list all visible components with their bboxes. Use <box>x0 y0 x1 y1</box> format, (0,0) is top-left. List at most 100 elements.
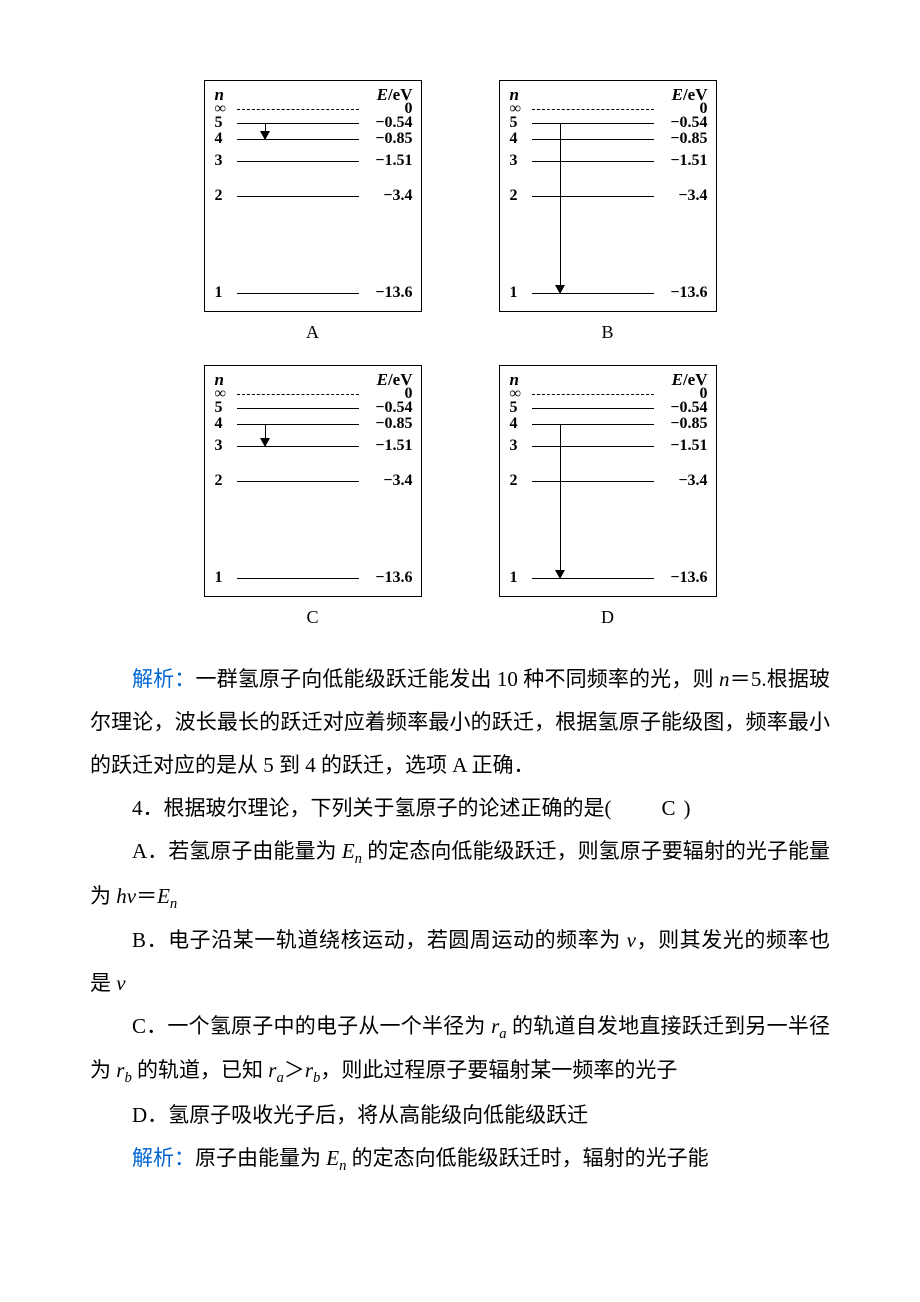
sym-rb-r2: r <box>305 1058 313 1082</box>
level-n: 4 <box>215 130 231 148</box>
energy-diagram: nE/eV∞05−0.544−0.853−1.512−3.41−13.6 <box>499 365 717 597</box>
exp2-a: 原子由能量为 <box>195 1146 326 1170</box>
level-energy: −1.51 <box>365 437 413 455</box>
question-4: 4．根据玻尔理论，下列关于氢原子的论述正确的是(C) <box>90 787 830 830</box>
optB-1: B．电子沿某一轨道绕核运动，若圆周运动的频率为 <box>132 928 627 952</box>
explanation-1: 解析：一群氢原子向低能级跃迁能发出 10 种不同频率的光，则 n＝5.根据玻尔理… <box>90 658 830 787</box>
transition-arrow <box>560 123 562 293</box>
level-n: 3 <box>215 437 231 455</box>
diagram-label: A <box>306 322 319 343</box>
level-line <box>237 139 359 140</box>
diagram-label: C <box>306 607 318 628</box>
level-energy: −1.51 <box>365 152 413 170</box>
sym-ra-a2: a <box>276 1070 283 1086</box>
level-energy: −3.4 <box>660 472 708 490</box>
level-n: 1 <box>215 284 231 302</box>
optD: D．氢原子吸收光子后，将从高能级向低能级跃迁 <box>132 1103 588 1127</box>
transition-arrow <box>265 123 267 139</box>
level-line <box>532 139 654 140</box>
level-energy: −0.85 <box>660 415 708 433</box>
level-energy: −3.4 <box>365 187 413 205</box>
level-energy: −3.4 <box>365 472 413 490</box>
sym-En-n-1: n <box>355 851 362 867</box>
level-line <box>532 446 654 447</box>
sym-ra-a: a <box>499 1026 506 1042</box>
level-line <box>237 578 359 579</box>
level-line <box>532 196 654 197</box>
q4-stem: 4．根据玻尔理论，下列关于氢原子的论述正确的是( <box>132 796 612 820</box>
level-line <box>237 161 359 162</box>
transition-arrow <box>560 424 562 578</box>
q4-answer: C <box>612 787 684 830</box>
level-n: 1 <box>510 569 526 587</box>
diagram-B: nE/eV∞05−0.544−0.853−1.512−3.41−13.6B <box>499 80 717 343</box>
sym-gt: ＞ <box>284 1058 305 1082</box>
level-energy: −13.6 <box>365 284 413 302</box>
sym-En-E2: E <box>157 884 170 908</box>
level-n: 2 <box>215 187 231 205</box>
diagram-label: D <box>601 607 614 628</box>
level-energy: −0.85 <box>365 130 413 148</box>
q4-close: ) <box>684 796 691 820</box>
level-n: 3 <box>510 437 526 455</box>
jiexi-label-2: 解析： <box>132 1146 195 1170</box>
optA-1: A．若氢原子由能量为 <box>132 839 342 863</box>
sym-v2: ν <box>627 928 636 952</box>
level-line <box>532 578 654 579</box>
level-n: 4 <box>510 415 526 433</box>
option-c: C．一个氢原子中的电子从一个半径为 ra 的轨道自发地直接跃迁到另一半径为 rb… <box>90 1005 830 1094</box>
level-energy: −0.85 <box>365 415 413 433</box>
diagram-A: nE/eV∞05−0.544−0.853−1.512−3.41−13.6A <box>204 80 422 343</box>
energy-diagrams-grid: nE/eV∞05−0.544−0.853−1.512−3.41−13.6AnE/… <box>190 80 730 628</box>
energy-diagram: nE/eV∞05−0.544−0.853−1.512−3.41−13.6 <box>499 80 717 312</box>
level-line <box>237 196 359 197</box>
level-line <box>237 481 359 482</box>
sym-v1: ν <box>127 884 136 908</box>
level-energy: −1.51 <box>660 152 708 170</box>
sym-h: h <box>116 884 127 908</box>
level-line <box>237 109 359 110</box>
level-n: 1 <box>510 284 526 302</box>
level-n: 4 <box>215 415 231 433</box>
level-energy: −0.85 <box>660 130 708 148</box>
explanation-2: 解析：原子由能量为 En 的定态向低能级跃迁时，辐射的光子能 <box>90 1137 830 1181</box>
level-line <box>532 394 654 395</box>
level-n: 3 <box>215 152 231 170</box>
level-energy: −13.6 <box>660 284 708 302</box>
sym-En-E3: E <box>326 1146 339 1170</box>
level-line <box>532 424 654 425</box>
level-line <box>237 394 359 395</box>
level-energy: −1.51 <box>660 437 708 455</box>
diagram-C: nE/eV∞05−0.544−0.853−1.512−3.41−13.6C <box>204 365 422 628</box>
level-line <box>532 109 654 110</box>
level-n: 4 <box>510 130 526 148</box>
sym-v3: ν <box>116 971 125 995</box>
level-line <box>532 408 654 409</box>
level-n: 2 <box>510 187 526 205</box>
diagram-D: nE/eV∞05−0.544−0.853−1.512−3.41−13.6D <box>499 365 717 628</box>
sym-rb-b: b <box>124 1070 131 1086</box>
page-content: nE/eV∞05−0.544−0.853−1.512−3.41−13.6AnE/… <box>0 0 920 1241</box>
transition-arrow <box>265 424 267 446</box>
level-line <box>237 446 359 447</box>
sym-En-n-2: n <box>170 896 177 912</box>
level-line <box>237 424 359 425</box>
energy-diagram: nE/eV∞05−0.544−0.853−1.512−3.41−13.6 <box>204 365 422 597</box>
exp2-b: 的定态向低能级跃迁时，辐射的光子能 <box>346 1146 708 1170</box>
level-n: 3 <box>510 152 526 170</box>
option-a: A．若氢原子由能量为 En 的定态向低能级跃迁，则氢原子要辐射的光子能量为 hν… <box>90 830 830 919</box>
level-line <box>532 161 654 162</box>
level-n: 2 <box>510 472 526 490</box>
level-line <box>237 123 359 124</box>
level-line <box>532 293 654 294</box>
level-energy: −13.6 <box>660 569 708 587</box>
option-d: D．氢原子吸收光子后，将从高能级向低能级跃迁 <box>90 1094 830 1137</box>
optC-4: ，则此过程原子要辐射某一频率的光子 <box>320 1058 677 1082</box>
level-n: 2 <box>215 472 231 490</box>
level-n: 1 <box>215 569 231 587</box>
jiexi-label: 解析： <box>132 667 195 691</box>
level-line <box>237 293 359 294</box>
optC-3: 的轨道，已知 <box>132 1058 269 1082</box>
exp1-a: 一群氢原子向低能级跃迁能发出 10 种不同频率的光，则 <box>195 667 719 691</box>
diagram-label: B <box>601 322 613 343</box>
